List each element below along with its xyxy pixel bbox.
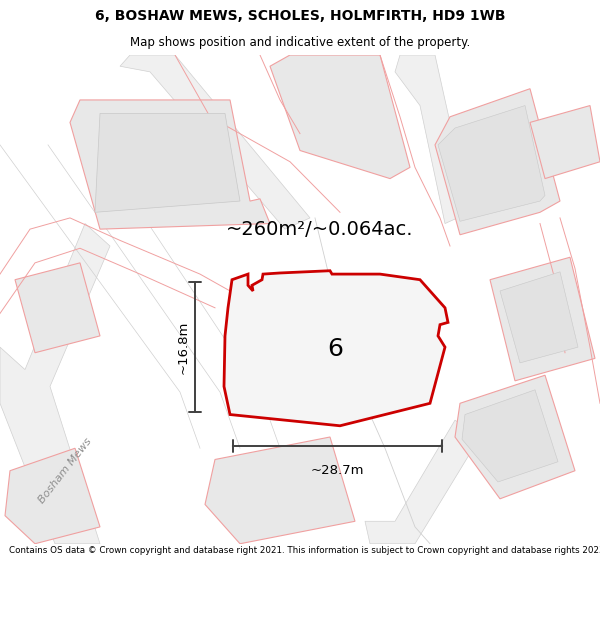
Polygon shape xyxy=(15,263,100,352)
Text: Contains OS data © Crown copyright and database right 2021. This information is : Contains OS data © Crown copyright and d… xyxy=(9,546,600,555)
Polygon shape xyxy=(270,55,410,179)
Polygon shape xyxy=(205,437,355,544)
Text: ~16.8m: ~16.8m xyxy=(176,321,190,374)
Polygon shape xyxy=(224,271,448,426)
Polygon shape xyxy=(365,420,480,544)
Polygon shape xyxy=(462,390,558,482)
Text: ~28.7m: ~28.7m xyxy=(311,464,364,477)
Polygon shape xyxy=(530,106,600,179)
Text: 6, BOSHAW MEWS, SCHOLES, HOLMFIRTH, HD9 1WB: 6, BOSHAW MEWS, SCHOLES, HOLMFIRTH, HD9 … xyxy=(95,9,505,24)
Polygon shape xyxy=(70,100,270,229)
Polygon shape xyxy=(95,113,240,212)
Text: 6: 6 xyxy=(327,338,343,361)
Polygon shape xyxy=(5,448,100,544)
Polygon shape xyxy=(120,55,310,229)
Polygon shape xyxy=(435,89,560,235)
Polygon shape xyxy=(0,224,110,544)
Text: Bosham Mews: Bosham Mews xyxy=(37,436,94,505)
Text: Map shows position and indicative extent of the property.: Map shows position and indicative extent… xyxy=(130,36,470,49)
Polygon shape xyxy=(455,375,575,499)
Polygon shape xyxy=(395,55,470,224)
Polygon shape xyxy=(500,272,578,363)
Text: ~260m²/~0.064ac.: ~260m²/~0.064ac. xyxy=(226,219,414,239)
Polygon shape xyxy=(438,106,545,221)
Polygon shape xyxy=(490,258,595,381)
